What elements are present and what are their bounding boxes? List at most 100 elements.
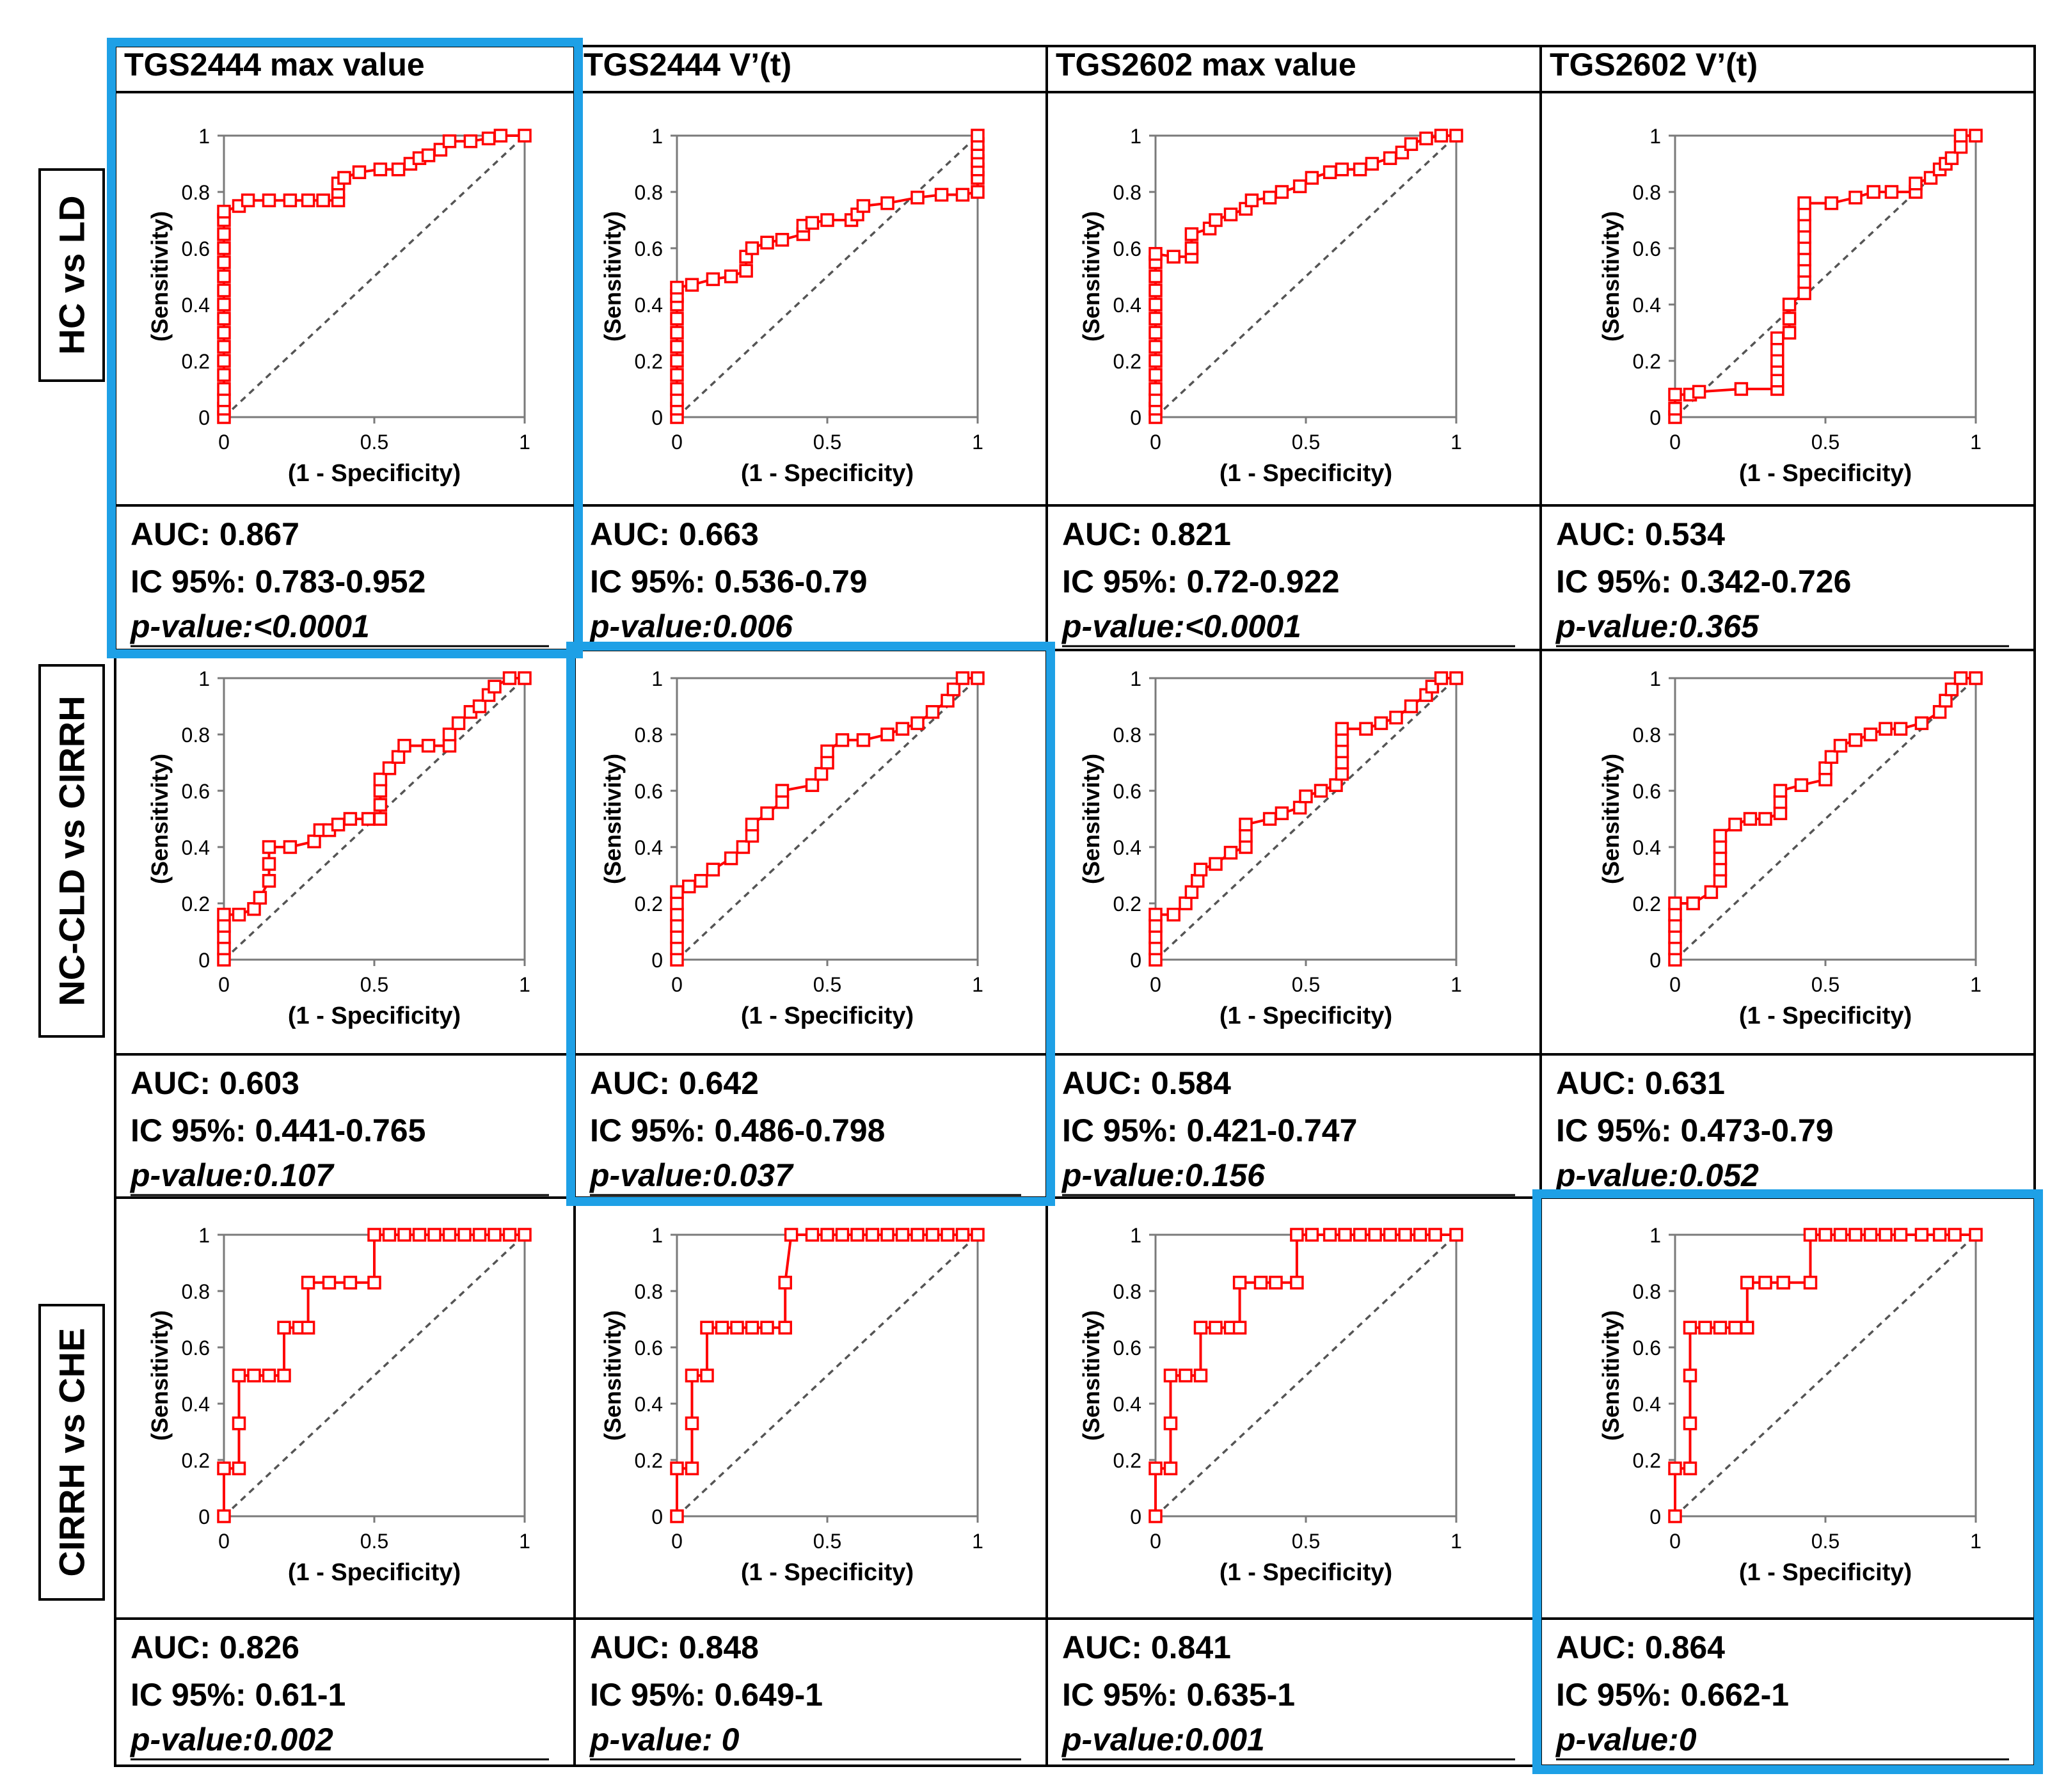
roc-point	[955, 187, 970, 202]
y-axis-label: (Sensitivity)	[1598, 211, 1624, 342]
y-tick-label: 0.6	[1113, 1336, 1141, 1360]
roc-point	[805, 778, 820, 792]
x-tick-label: 0	[1150, 1530, 1161, 1553]
roc-point	[1782, 326, 1797, 340]
roc-point	[217, 269, 231, 283]
highlight-frame-r2-c3	[1532, 1189, 2043, 1774]
x-tick-label: 1	[1970, 431, 1982, 454]
p-value: p-value:<0.0001	[129, 608, 370, 644]
x-tick-label: 1	[972, 1530, 983, 1553]
roc-point	[880, 1228, 894, 1242]
confidence-interval: IC 95%: 0.342-0.726	[1556, 564, 1851, 599]
y-tick-label: 0.4	[1113, 294, 1141, 317]
roc-point	[1953, 139, 1968, 154]
roc-point	[1329, 778, 1343, 792]
roc-point	[1668, 919, 1682, 933]
stat-block-r0-c2: AUC: 0.821 IC 95%: 0.72-0.922 p-value:<0.0…	[1061, 516, 1515, 647]
roc-point	[217, 941, 231, 956]
y-tick-label: 1	[198, 1224, 210, 1247]
roc-point	[1833, 738, 1848, 753]
roc-point	[1148, 312, 1163, 326]
x-tick-label: 1	[519, 973, 530, 996]
roc-point	[472, 1228, 487, 1242]
row-label-text: CIRRH vs CHE	[52, 1328, 92, 1577]
roc-point	[814, 766, 829, 781]
roc-point	[706, 272, 720, 287]
x-tick-label: 0	[671, 973, 683, 996]
roc-point	[895, 1228, 910, 1242]
confidence-interval: IC 95%: 0.783-0.952	[131, 564, 425, 599]
roc-point	[1275, 806, 1289, 820]
roc-point	[685, 1416, 699, 1431]
confidence-interval: IC 95%: 0.473-0.79	[1556, 1113, 1834, 1148]
y-tick-label: 0.8	[182, 181, 210, 204]
roc-point	[971, 671, 985, 685]
y-tick-label: 0.4	[182, 1393, 210, 1416]
roc-point	[895, 722, 910, 736]
roc-point	[337, 171, 351, 185]
roc-panels: 0 0.2 0.4 0.6 0.8 1 0 0.5 1 (1 - Specificity) (Sen…	[147, 125, 1983, 1586]
x-tick-label: 0.5	[360, 431, 388, 454]
roc-panel-r1-c2: 0 0.2 0.4 0.6 0.8 1 0 0.5 1 (1 - Specificity) (Sen…	[1078, 667, 1463, 1029]
roc-point	[670, 896, 684, 910]
roc-point	[217, 227, 231, 241]
y-tick-label: 0.2	[635, 892, 663, 916]
roc-point	[910, 191, 925, 205]
y-tick-label: 0.8	[635, 724, 663, 747]
roc-panel-r2-c3: 0 0.2 0.4 0.6 0.8 1 0 0.5 1 (1 - Specificity) (Sen…	[1598, 1224, 1983, 1586]
roc-point	[397, 738, 411, 753]
y-axis-label: (Sensitivity)	[147, 211, 173, 342]
x-tick-label: 0.5	[1292, 973, 1320, 996]
roc-point	[760, 806, 774, 820]
roc-point	[217, 368, 231, 382]
roc-point	[472, 699, 487, 713]
x-axis-label: (1 - Specificity)	[1220, 460, 1392, 487]
roc-point	[1728, 1320, 1742, 1335]
confidence-interval: IC 95%: 0.441-0.765	[131, 1113, 425, 1148]
roc-point	[1419, 131, 1433, 146]
y-tick-label: 0.4	[635, 1393, 663, 1416]
roc-point	[217, 393, 231, 408]
auc-value: AUC: 0.603	[131, 1065, 299, 1101]
roc-point	[253, 891, 267, 905]
roc-point	[382, 1228, 397, 1242]
roc-point	[925, 1228, 940, 1242]
roc-point	[247, 902, 261, 916]
roc-point	[217, 1461, 231, 1475]
confidence-interval: IC 95%: 0.649-1	[590, 1677, 823, 1713]
p-value: p-value: 0	[589, 1722, 740, 1757]
y-axis-label: (Sensitivity)	[147, 1310, 173, 1441]
roc-point	[670, 368, 684, 382]
auc-value: AUC: 0.663	[590, 516, 759, 552]
auc-value: AUC: 0.631	[1556, 1065, 1725, 1101]
roc-point	[262, 857, 276, 871]
y-tick-label: 0.2	[182, 350, 210, 373]
roc-point	[1797, 219, 1811, 233]
roc-point	[1782, 297, 1797, 312]
roc-point	[724, 269, 738, 283]
roc-point	[1148, 340, 1163, 354]
x-tick-label: 1	[1450, 1530, 1462, 1553]
x-axis-label: (1 - Specificity)	[288, 1559, 461, 1586]
roc-point	[367, 1276, 381, 1290]
roc-point	[1758, 1276, 1772, 1290]
reference-diagonal	[223, 134, 526, 418]
roc-point	[1944, 151, 1959, 165]
stat-block-r2-c3: AUC: 0.864 IC 95%: 0.662-1 p-value:0	[1555, 1629, 2009, 1761]
roc-point	[373, 812, 388, 826]
roc-point	[670, 941, 684, 956]
y-tick-label: 1	[651, 1224, 663, 1247]
y-tick-label: 0.2	[182, 1449, 210, 1472]
column-header-2: TGS2602 max value	[1056, 47, 1356, 83]
roc-point	[736, 840, 751, 854]
p-value: p-value:0.002	[129, 1722, 333, 1757]
y-tick-label: 0.2	[1113, 350, 1141, 373]
roc-point	[518, 129, 532, 143]
y-axis-label: (Sensitivity)	[600, 754, 626, 884]
auc-value: AUC: 0.848	[590, 1629, 759, 1665]
x-axis-label: (1 - Specificity)	[288, 460, 461, 487]
roc-point	[1335, 756, 1349, 770]
p-value: p-value:0.107	[129, 1157, 335, 1193]
roc-point	[518, 1228, 532, 1242]
y-tick-label: 0.6	[1633, 780, 1661, 803]
